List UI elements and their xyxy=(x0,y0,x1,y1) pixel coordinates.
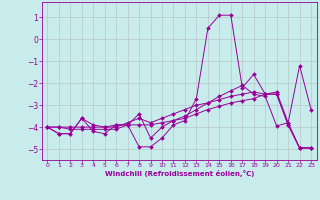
X-axis label: Windchill (Refroidissement éolien,°C): Windchill (Refroidissement éolien,°C) xyxy=(105,170,254,177)
